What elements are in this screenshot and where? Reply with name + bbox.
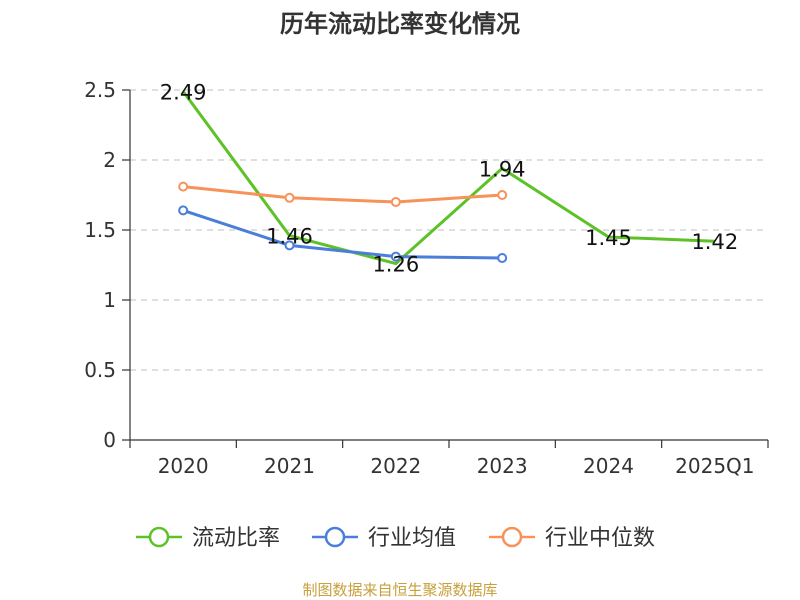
x-tick-label: 2020	[158, 454, 209, 478]
data-label: 1.45	[585, 226, 632, 250]
axes: 0 0.5 1 1.5 2 2.5 2020 2021 2022 2023 2024 2025Q1	[84, 78, 769, 478]
series-point-2	[497, 253, 508, 263]
source-note: 制图数据来自恒生聚源数据库	[302, 581, 497, 599]
y-tick-label: 0	[103, 428, 116, 452]
y-tick-label: 1.5	[84, 218, 116, 242]
gridlines	[130, 89, 768, 371]
data-label: 2.49	[160, 80, 207, 104]
series-line-1	[181, 90, 715, 266]
legend-label: 行业中位数	[545, 526, 655, 551]
series-point-2	[390, 251, 401, 262]
data-label: 1.46	[266, 225, 313, 249]
legend-marker-1	[148, 526, 170, 548]
x-tick-label: 2022	[370, 454, 421, 478]
y-tick-label: 0.5	[84, 358, 116, 382]
y-tick-label: 2	[103, 148, 116, 172]
series-lines	[178, 90, 715, 266]
series-point-3	[390, 197, 401, 207]
legend-marker-2	[324, 526, 346, 548]
legend-label: 流动比率	[192, 526, 280, 551]
series-line-2	[182, 208, 503, 260]
x-tick-label: 2021	[264, 454, 315, 478]
legend: 流动比率 行业均值 行业中位数	[136, 526, 655, 551]
y-tick-label: 1	[103, 288, 116, 312]
legend-label: 行业均值	[368, 526, 456, 551]
series-point-3	[284, 192, 295, 203]
data-label: 1.42	[691, 230, 738, 254]
x-tick-label: 2024	[583, 454, 634, 478]
series-point-3	[497, 190, 508, 200]
series-line-3	[183, 185, 503, 204]
y-tick-label: 2.5	[84, 78, 116, 102]
data-label: 1.26	[372, 253, 419, 277]
chart-title: 历年流动比率变化情况	[280, 10, 520, 38]
data-labels: 2.49 1.46 1.26 1.94 1.45 1.42	[160, 80, 738, 276]
x-tick-label: 2023	[477, 454, 528, 478]
series-point-2	[284, 240, 295, 251]
series-point-2	[178, 205, 189, 216]
x-tick-label: 2025Q1	[675, 454, 754, 478]
legend-marker-3	[501, 526, 523, 548]
series-point-3	[178, 181, 189, 192]
data-label: 1.94	[479, 157, 526, 181]
